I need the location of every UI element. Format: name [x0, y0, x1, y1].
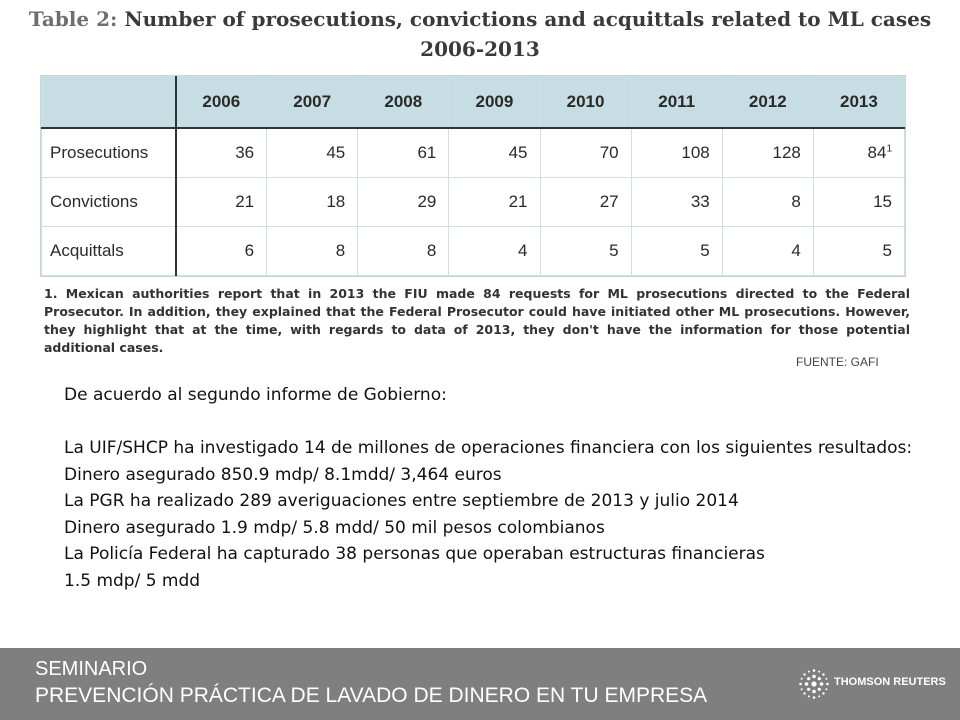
table-label: Table 2: [28, 7, 118, 31]
table-cell: 21 [174, 177, 268, 228]
table-cell: 21 [448, 177, 541, 228]
table-cell: 8 [721, 177, 814, 228]
body-line: La PGR ha realizado 289 averiguaciones e… [64, 491, 739, 511]
blank-line [64, 409, 924, 436]
table-cell: 27 [539, 177, 632, 228]
header-cell-2013: 2013 [812, 76, 906, 129]
thomson-reuters-logo: THOMSON REUTERS [797, 667, 946, 701]
table-cell: 6 [174, 226, 268, 276]
ml-cases-table: 2006 2007 2008 2009 2010 2011 2012 2013 … [40, 75, 906, 277]
table-title-main: Number of prosecutions, convictions and … [124, 7, 932, 31]
table-cell: 45 [266, 127, 359, 179]
body-line: 1.5 mdp/ 5 mdd [64, 570, 201, 591]
footnote-marker: 1 [886, 143, 892, 155]
header-cell-2006: 2006 [174, 76, 268, 129]
table-cell: 36 [174, 127, 268, 179]
table-cell: 5 [539, 226, 632, 276]
table-cell: 33 [630, 177, 723, 228]
source-label: FUENTE: GAFI [796, 355, 879, 369]
footer-seminar-title: PREVENCIÓN PRÁCTICA DE LAVADO DE DINERO … [35, 684, 708, 707]
table-cell: 4 [721, 226, 814, 276]
body-line: Dinero asegurado 1.9 mdp/ 5.8 mdd/ 50 mi… [64, 517, 605, 538]
intro-paragraph: De acuerdo al segundo informe de Gobiern… [64, 385, 447, 405]
table-row-acquittals: Acquittals 6 8 8 4 5 5 4 5 [41, 226, 906, 276]
header-cell-2011: 2011 [630, 76, 723, 129]
header-cell-empty [41, 76, 177, 129]
table-header-row: 2006 2007 2008 2009 2010 2011 2012 2013 [41, 76, 906, 129]
table-title-years: 2006-2013 [420, 37, 540, 61]
thomson-reuters-logo-icon [799, 669, 829, 699]
table-cell: 4 [448, 226, 541, 276]
header-cell-2012: 2012 [721, 76, 814, 129]
table-cell: 5 [630, 226, 723, 276]
row-label: Acquittals [41, 226, 177, 276]
table-cell: 29 [357, 177, 450, 228]
row-label: Prosecutions [41, 127, 177, 179]
table-footnote: 1. Mexican authorities report that in 20… [44, 286, 910, 355]
table-cell: 61 [357, 127, 450, 179]
row-label: Convictions [41, 177, 177, 228]
table-title: Table 2: Number of prosecutions, convict… [0, 4, 960, 64]
table-cell: 8 [357, 226, 450, 276]
table-cell: 8 [266, 226, 359, 276]
header-cell-2010: 2010 [539, 76, 632, 129]
table-cell: 18 [266, 177, 359, 228]
footer-seminar-label: SEMINARIO [35, 658, 148, 680]
cell-value: 84 [867, 143, 887, 163]
table-cell: 128 [721, 127, 814, 179]
table-cell: 15 [812, 177, 906, 228]
table-cell: 70 [539, 127, 632, 179]
table-cell: 45 [448, 127, 541, 179]
body-text: De acuerdo al segundo informe de Gobiern… [64, 382, 924, 594]
table-cell-with-footnote: 841 [812, 127, 906, 179]
table-row-prosecutions: Prosecutions 36 45 61 45 70 108 128 841 [41, 127, 906, 179]
table-cell: 108 [630, 127, 723, 179]
brand-name: THOMSON REUTERS [834, 676, 946, 688]
body-line: La Policía Federal ha capturado 38 perso… [64, 544, 765, 564]
table-row-convictions: Convictions 21 18 29 21 27 33 8 15 [41, 177, 906, 228]
body-line: La UIF/SHCP ha investigado 14 de millone… [64, 438, 913, 458]
header-cell-2009: 2009 [448, 76, 541, 129]
header-cell-2007: 2007 [266, 76, 359, 129]
body-line: Dinero asegurado 850.9 mdp/ 8.1mdd/ 3,46… [64, 464, 502, 485]
table-cell: 5 [812, 226, 906, 276]
header-cell-2008: 2008 [357, 76, 450, 129]
